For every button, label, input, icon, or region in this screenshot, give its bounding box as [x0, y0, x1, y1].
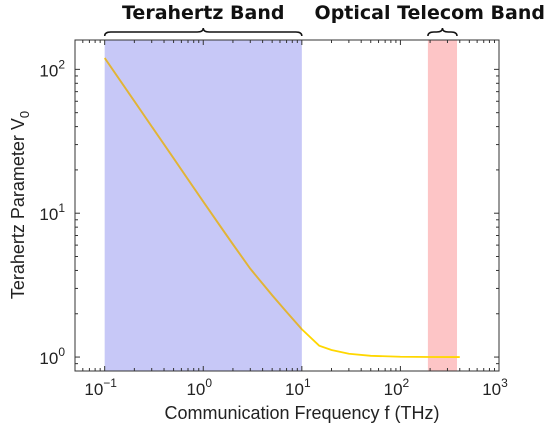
- y-axis-title-subscript: 0: [17, 111, 32, 118]
- band-brace-0: [103, 27, 303, 37]
- x-axis-title: Communication Frequency f (THz): [164, 403, 439, 423]
- band-region-1: [427, 40, 458, 371]
- y-axis-title-main: Terahertz Parameter V: [8, 118, 28, 299]
- x-tick-label: 100: [186, 376, 212, 399]
- x-tick-label: 101: [285, 376, 311, 399]
- y-axis-title: Terahertz Parameter V0: [8, 111, 32, 299]
- bands-layer: [104, 40, 458, 371]
- band-label-0: Terahertz Band: [122, 2, 284, 24]
- x-tick-label: 102: [384, 376, 410, 399]
- y-tick-label: 100: [39, 345, 65, 368]
- y-tick-label: 102: [39, 57, 65, 80]
- band-label-1: Optical Telecom Band: [315, 2, 545, 24]
- ticks-layer: 10−1 100 101 102 103 100 101 102: [39, 40, 508, 399]
- series-line-overlap-0: [104, 57, 302, 331]
- y-tick-label: 101: [39, 201, 65, 224]
- band-region-0: [104, 40, 302, 371]
- x-tick-label: 103: [482, 376, 508, 399]
- band-brace-1: [427, 27, 458, 37]
- series-layer: [103, 57, 460, 358]
- band-annotations: Terahertz Band Optical Telecom Band: [103, 2, 545, 37]
- x-tick-label: 10−1: [84, 376, 117, 399]
